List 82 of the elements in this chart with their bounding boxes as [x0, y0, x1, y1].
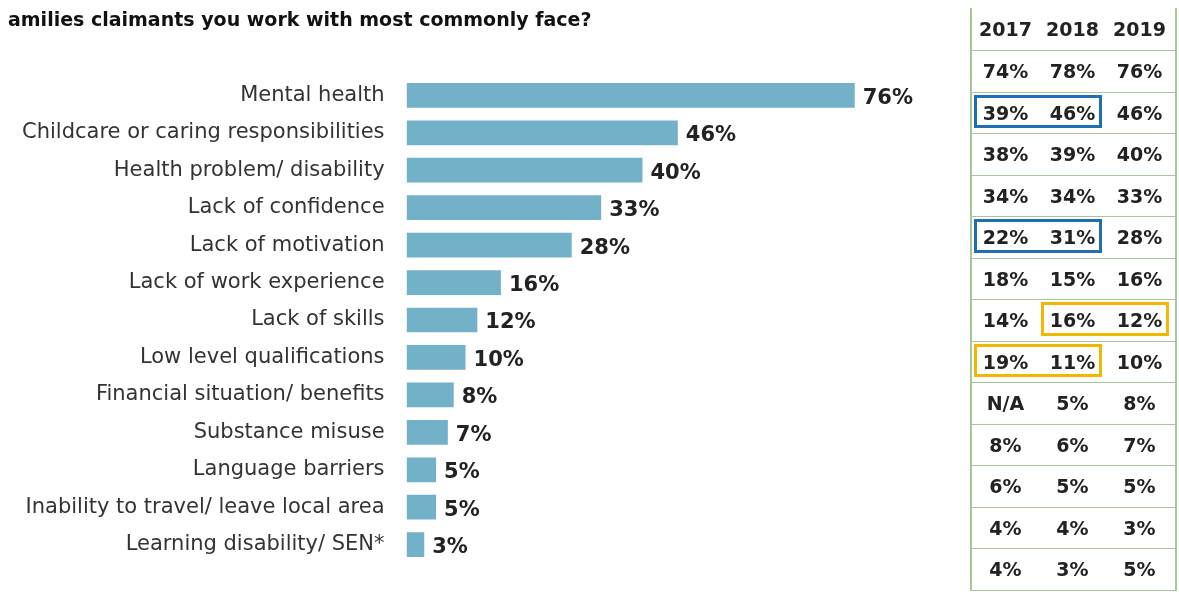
bar: [406, 494, 437, 520]
text: 22%: [982, 226, 1029, 249]
text: 5%: [1056, 392, 1089, 415]
text: 46%: [1049, 101, 1096, 124]
text: 46%: [1116, 101, 1163, 124]
y-tick-label: Language barriers: [192, 456, 385, 481]
y-tick-label: Financial situation/ benefits: [95, 381, 385, 406]
bar: [406, 419, 448, 445]
data-label: 3%: [432, 534, 468, 559]
text: 16%: [1116, 267, 1163, 290]
text: 16%: [1049, 309, 1096, 332]
text: 34%: [982, 184, 1029, 207]
bar: [406, 157, 643, 183]
data-label: 76%: [862, 84, 913, 109]
bar: [406, 270, 501, 295]
text: 8%: [1123, 392, 1156, 415]
bar: [406, 307, 478, 333]
text: 12%: [1116, 309, 1163, 332]
text: 8%: [989, 433, 1022, 456]
data-label: 12%: [485, 309, 536, 334]
text: 28%: [1116, 226, 1163, 249]
bar: [406, 195, 602, 221]
text: 19%: [982, 350, 1029, 373]
data-label: 8%: [461, 384, 498, 409]
y-tick-label: Inability to travel/ leave local area: [25, 493, 385, 518]
y-tick-label: Lack of work experience: [128, 269, 385, 294]
text: 7%: [1123, 433, 1156, 456]
text: 6%: [1056, 433, 1089, 456]
y-tick-label: Substance misuse: [193, 418, 385, 443]
data-label: 16%: [508, 272, 560, 297]
text: 3%: [1123, 516, 1156, 539]
text: 10%: [1116, 350, 1163, 373]
text: 11%: [1049, 350, 1096, 373]
y-tick-label: Mental health: [240, 81, 385, 106]
y-tick-label: Low level qualifications: [139, 343, 385, 368]
text: 78%: [1049, 60, 1096, 83]
text: 4%: [1056, 516, 1089, 539]
bar: [406, 382, 454, 408]
text: N/A: [986, 392, 1025, 415]
text: 39%: [982, 101, 1029, 124]
text: 33%: [1116, 184, 1163, 207]
text: 40%: [1116, 143, 1163, 166]
data-label: 28%: [579, 234, 630, 259]
text: 38%: [982, 143, 1029, 166]
text: 76%: [1116, 60, 1163, 83]
y-tick-label: Lack of confidence: [187, 194, 385, 219]
text: 4%: [989, 516, 1022, 539]
text: 6%: [989, 475, 1022, 498]
y-tick-label: Lack of skills: [251, 306, 385, 331]
text: 4%: [989, 558, 1022, 581]
category-label: 2019: [1112, 18, 1167, 40]
data-label: 7%: [455, 421, 492, 446]
text: 18%: [982, 267, 1029, 290]
bar: [406, 532, 425, 558]
data-label: 33%: [609, 197, 660, 222]
bar: [406, 232, 572, 258]
text: 5%: [1123, 475, 1156, 498]
bar: [406, 457, 437, 483]
data-label: 40%: [650, 159, 701, 184]
y-tick-label: Health problem/ disability: [113, 156, 385, 181]
data-label: 10%: [473, 346, 524, 371]
text: 74%: [982, 60, 1029, 83]
y-tick-label: Lack of motivation: [189, 231, 385, 256]
text: 5%: [1123, 558, 1156, 581]
y-tick-label: Childcare or caring responsibilities: [21, 119, 385, 144]
text: 3%: [1056, 558, 1089, 581]
bar: [406, 120, 678, 146]
bar: [406, 345, 466, 370]
chart-title: amilies claimants you work with most commonly face?: [8, 8, 593, 32]
text: 14%: [982, 309, 1029, 332]
text: 39%: [1049, 143, 1096, 166]
text: 31%: [1049, 226, 1096, 249]
data-label: 5%: [444, 496, 480, 521]
category-label: 2017: [978, 18, 1033, 40]
bar: [406, 82, 855, 108]
text: 5%: [1056, 475, 1089, 498]
y-tick-label: Learning disability/ SEN*: [125, 531, 385, 556]
category-label: 2018: [1045, 18, 1100, 40]
text: 34%: [1049, 184, 1096, 207]
text: 15%: [1049, 267, 1096, 290]
data-label: 5%: [444, 459, 480, 484]
data-label: 46%: [685, 122, 737, 147]
